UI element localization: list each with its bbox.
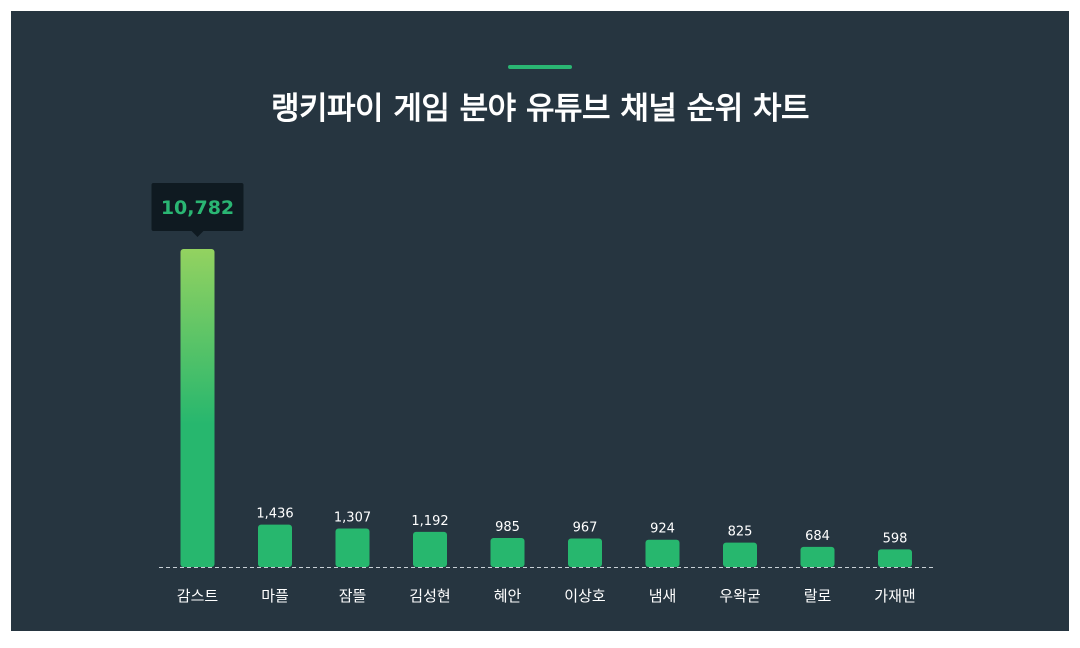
data-label-6: 967 (573, 520, 598, 535)
label-group: 10,782 감스트 1,436 마플 1,307 잠뜰 1,192 김성현 985 혜안 967 이… (151, 183, 916, 605)
data-label-5: 985 (495, 520, 520, 535)
data-label-10: 598 (883, 531, 908, 546)
value-tooltip-arrow (191, 231, 204, 237)
data-label-4: 1,192 (411, 514, 448, 529)
bar-2 (258, 524, 292, 567)
bar-10 (878, 549, 912, 567)
category-label-4: 김성현 (409, 587, 450, 605)
category-label-3: 잠뜰 (339, 587, 367, 605)
title-accent-line (508, 65, 572, 69)
data-label-2: 1,436 (256, 507, 293, 522)
data-label-8: 825 (728, 525, 753, 540)
bar-6 (568, 538, 602, 567)
data-label-7: 924 (650, 522, 675, 537)
chart-title: 랭키파이 게임 분야 유튜브 채널 순위 차트 (270, 91, 810, 127)
bar-9 (800, 546, 835, 567)
bar-1 (180, 249, 215, 567)
bar-4 (413, 531, 447, 567)
bar-3 (335, 528, 370, 567)
bar-8 (723, 542, 757, 567)
data-label-9: 684 (805, 529, 830, 544)
category-label-7: 냄새 (649, 587, 677, 605)
bar-5 (490, 537, 525, 567)
chart-card: 랭키파이 게임 분야 유튜브 채널 순위 차트 10,782 감스트 1,436 마플… (11, 11, 1069, 631)
data-label-1: 10,782 (161, 197, 234, 219)
category-label-10: 가재맨 (874, 587, 915, 605)
category-label-2: 마플 (261, 587, 289, 605)
category-label-6: 이상호 (564, 587, 606, 605)
bar-7 (645, 539, 680, 567)
category-label-8: 우왁굳 (719, 587, 761, 605)
data-label-3: 1,307 (334, 510, 371, 525)
bar-group (180, 249, 912, 567)
value-tooltip (151, 183, 244, 231)
bar-chart: 10,782 감스트 1,436 마플 1,307 잠뜰 1,192 김성현 985 혜안 967 이… (151, 183, 933, 605)
category-label-5: 혜안 (494, 587, 522, 605)
category-label-9: 랄로 (804, 587, 832, 605)
category-label-1: 감스트 (177, 587, 219, 605)
